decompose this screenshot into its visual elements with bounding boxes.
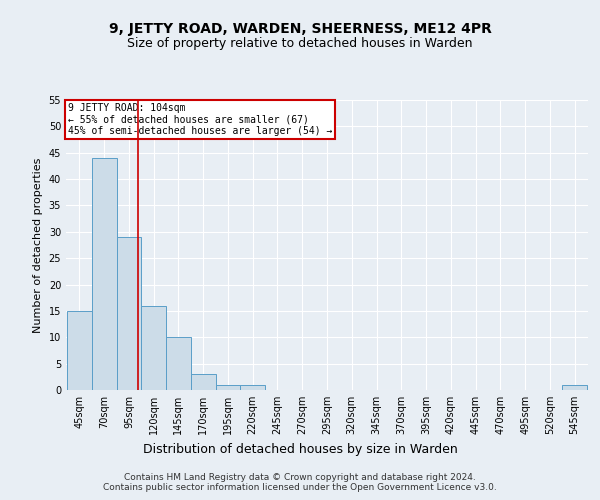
Text: Contains HM Land Registry data © Crown copyright and database right 2024.
Contai: Contains HM Land Registry data © Crown c… xyxy=(103,472,497,492)
Bar xyxy=(67,311,92,390)
Bar xyxy=(191,374,215,390)
Bar xyxy=(215,384,241,390)
Bar xyxy=(166,338,191,390)
Text: Distribution of detached houses by size in Warden: Distribution of detached houses by size … xyxy=(143,442,457,456)
Bar xyxy=(116,237,141,390)
Text: Size of property relative to detached houses in Warden: Size of property relative to detached ho… xyxy=(127,38,473,51)
Y-axis label: Number of detached properties: Number of detached properties xyxy=(33,158,43,332)
Bar xyxy=(92,158,116,390)
Bar xyxy=(141,306,166,390)
Text: 9, JETTY ROAD, WARDEN, SHEERNESS, ME12 4PR: 9, JETTY ROAD, WARDEN, SHEERNESS, ME12 4… xyxy=(109,22,491,36)
Text: 9 JETTY ROAD: 104sqm
← 55% of detached houses are smaller (67)
45% of semi-detac: 9 JETTY ROAD: 104sqm ← 55% of detached h… xyxy=(68,102,332,136)
Bar xyxy=(241,384,265,390)
Bar xyxy=(562,384,587,390)
